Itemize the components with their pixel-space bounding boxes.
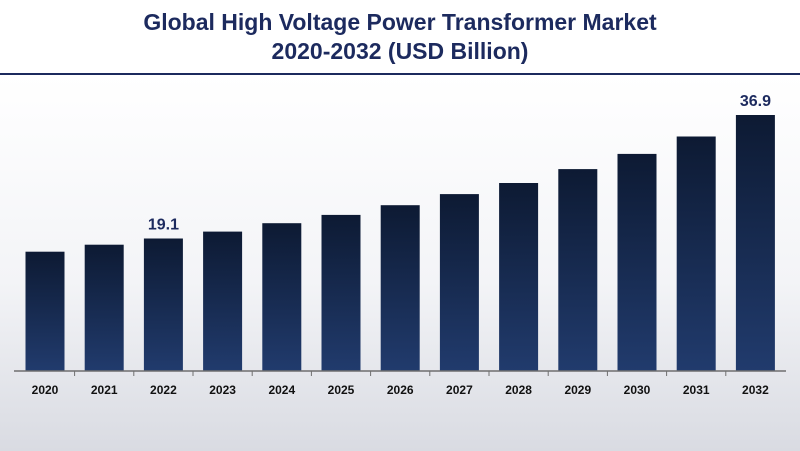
bar-2023 [203,231,243,371]
bar-2025 [321,214,361,371]
x-tick-label-2020: 2020 [32,383,59,397]
bar-2029 [558,169,598,371]
chart-title: Global High Voltage Power Transformer Ma… [0,8,800,66]
bar-2030 [617,153,657,371]
data-label-2022: 19.1 [148,217,179,234]
x-tick-label-2026: 2026 [387,383,414,397]
x-tick-label-2023: 2023 [209,383,236,397]
x-tick-label-2027: 2027 [446,383,473,397]
x-axis-ticks: 2020 2021 2022 2023 2024 2025 2026 2027 2028 2029… [32,371,769,397]
x-tick-label-2030: 2030 [624,383,651,397]
x-tick-label-2032: 2032 [742,383,769,397]
data-label-2032: 36.9 [740,93,771,110]
x-tick-label-2031: 2031 [683,383,710,397]
data-labels: 19.1 36.9 [148,93,771,234]
chart-title-line-1: Global High Voltage Power Transformer Ma… [143,9,657,35]
bar-2027 [439,194,479,371]
x-tick-label-2029: 2029 [564,383,591,397]
bar-2032 [735,115,775,371]
bar-2026 [380,205,420,371]
bar-2022 [143,238,183,371]
x-tick-label-2025: 2025 [328,383,355,397]
x-tick-label-2021: 2021 [91,383,118,397]
x-tick-label-2028: 2028 [505,383,532,397]
x-tick-label-2022: 2022 [150,383,177,397]
bar-series [25,115,775,371]
chart-title-line-2: 2020-2032 (USD Billion) [271,38,529,64]
title-divider [0,73,800,75]
bar-2021 [84,244,124,371]
x-tick-label-2024: 2024 [268,383,295,397]
bar-2031 [676,136,716,371]
bar-2024 [262,223,302,371]
bar-2028 [499,183,539,371]
bar-2020 [25,251,65,371]
